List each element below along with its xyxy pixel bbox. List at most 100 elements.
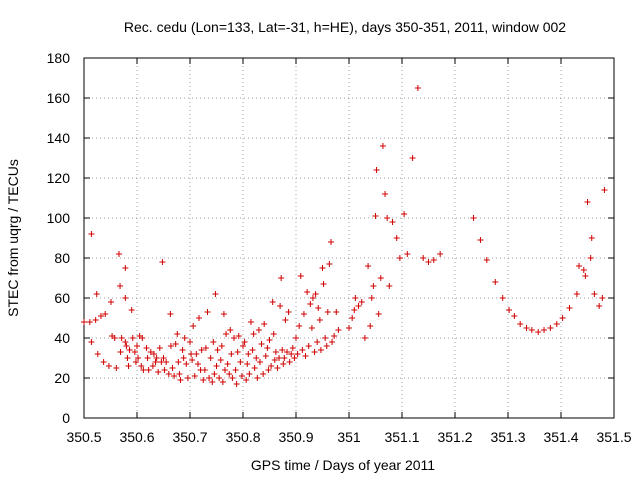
data-point bbox=[305, 343, 312, 349]
data-point bbox=[88, 231, 95, 237]
data-point bbox=[94, 351, 101, 357]
data-point bbox=[194, 361, 201, 367]
data-point bbox=[314, 339, 321, 345]
data-point bbox=[307, 301, 314, 307]
data-point bbox=[244, 361, 251, 367]
data-point bbox=[211, 371, 218, 377]
data-point bbox=[206, 375, 213, 381]
data-point bbox=[171, 373, 178, 379]
data-point bbox=[404, 251, 411, 257]
data-point bbox=[528, 327, 535, 333]
data-point bbox=[238, 373, 245, 379]
data-point bbox=[86, 319, 93, 325]
data-point bbox=[117, 283, 124, 289]
data-point bbox=[213, 363, 220, 369]
x-tick-label: 351.5 bbox=[596, 429, 631, 445]
data-point bbox=[282, 317, 289, 323]
data-point bbox=[319, 265, 326, 271]
data-point bbox=[191, 373, 198, 379]
y-tick-label: 160 bbox=[47, 90, 71, 106]
data-point bbox=[333, 309, 340, 315]
data-point bbox=[420, 255, 427, 261]
data-point bbox=[289, 345, 296, 351]
data-point bbox=[129, 335, 136, 341]
x-tick-label: 351.3 bbox=[490, 429, 525, 445]
data-point bbox=[247, 319, 254, 325]
data-point bbox=[297, 273, 304, 279]
data-point bbox=[108, 299, 115, 305]
data-point bbox=[209, 379, 216, 385]
data-point bbox=[296, 323, 303, 329]
data-point bbox=[302, 353, 309, 359]
data-point bbox=[220, 311, 227, 317]
y-tick-label: 140 bbox=[47, 130, 71, 146]
data-point bbox=[118, 335, 125, 341]
data-point bbox=[161, 367, 168, 373]
data-point bbox=[352, 295, 359, 301]
data-point bbox=[117, 349, 124, 355]
data-point bbox=[261, 321, 268, 327]
data-point bbox=[566, 305, 573, 311]
data-point bbox=[265, 367, 272, 373]
data-point bbox=[373, 167, 380, 173]
data-point bbox=[262, 353, 269, 359]
data-point bbox=[316, 317, 323, 323]
y-tick-label: 100 bbox=[47, 210, 71, 226]
data-point bbox=[535, 329, 542, 335]
data-point bbox=[382, 191, 389, 197]
data-point bbox=[470, 215, 477, 221]
data-point bbox=[92, 317, 99, 323]
data-point bbox=[190, 323, 197, 329]
data-point bbox=[256, 359, 263, 365]
data-point bbox=[279, 347, 286, 353]
data-point bbox=[278, 275, 285, 281]
x-tick-label: 351 bbox=[337, 429, 361, 445]
data-point bbox=[499, 295, 506, 301]
data-point bbox=[300, 311, 307, 317]
data-point bbox=[260, 371, 267, 377]
data-point bbox=[169, 365, 176, 371]
data-point bbox=[134, 343, 140, 349]
data-point bbox=[601, 187, 608, 193]
data-point bbox=[276, 355, 283, 361]
data-point bbox=[187, 339, 193, 345]
y-tick-label: 40 bbox=[54, 330, 70, 346]
data-point bbox=[111, 335, 118, 341]
x-tick-label: 351.1 bbox=[384, 429, 419, 445]
data-point bbox=[358, 299, 365, 305]
data-point bbox=[270, 331, 277, 337]
data-point bbox=[152, 359, 159, 365]
data-point bbox=[264, 345, 271, 351]
data-point bbox=[368, 295, 375, 301]
x-axis-label: GPS time / Days of year 2011 bbox=[251, 457, 435, 473]
data-point bbox=[437, 251, 444, 257]
data-point bbox=[147, 349, 154, 355]
data-point bbox=[375, 311, 382, 317]
data-point bbox=[234, 349, 241, 355]
data-point bbox=[365, 263, 372, 269]
data-point bbox=[217, 357, 224, 363]
data-point bbox=[240, 343, 246, 349]
data-point bbox=[335, 327, 342, 333]
data-point bbox=[291, 355, 298, 361]
data-point bbox=[229, 375, 236, 381]
data-point bbox=[156, 345, 163, 351]
data-point bbox=[183, 361, 190, 367]
data-point bbox=[249, 347, 256, 353]
data-point bbox=[193, 351, 200, 357]
x-tick-label: 351.2 bbox=[437, 429, 472, 445]
data-point bbox=[309, 295, 316, 301]
data-point bbox=[219, 379, 226, 385]
data-point bbox=[232, 367, 239, 373]
data-point bbox=[144, 355, 151, 361]
data-point bbox=[100, 359, 107, 365]
data-point bbox=[212, 291, 219, 297]
data-point bbox=[582, 273, 589, 279]
data-point bbox=[176, 371, 183, 377]
data-point bbox=[145, 367, 152, 373]
x-tick-label: 350.6 bbox=[119, 429, 154, 445]
data-point bbox=[425, 259, 432, 265]
data-point bbox=[223, 331, 230, 337]
data-point bbox=[523, 325, 530, 331]
data-point bbox=[541, 327, 548, 333]
